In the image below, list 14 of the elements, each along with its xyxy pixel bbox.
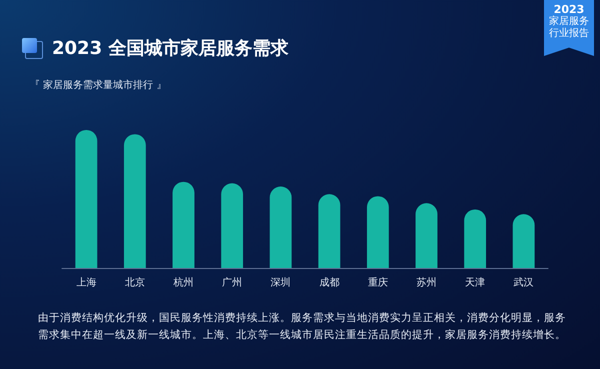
x-tick-label: 杭州 — [172, 276, 194, 288]
ribbon-icon: 2023 家居服务行业报告 — [544, 0, 594, 56]
x-tick-label: 北京 — [124, 276, 145, 288]
x-tick-label: 武汉 — [514, 276, 534, 288]
x-tick-label: 深圳 — [270, 276, 291, 288]
x-tick-label: 成都 — [319, 276, 340, 288]
chart-title: 2023 全国城市家居服务需求 — [52, 37, 288, 60]
text: 由于消费结构优化升级，国民服务性消费持续上涨。服务需求与当地消费实力呈正相关，消费分化明显，服务需求集中在超一线及新一线城市。上海、北京等一线城市居民注重生活品质的提升，家居服务消费持续增长。 — [38, 311, 567, 343]
chart-subtitle: 『 家居服务需求量城市排行 』 — [30, 78, 166, 92]
x-tick-label: 重庆 — [368, 276, 388, 288]
x-tick-label: 广州 — [222, 276, 242, 288]
x-tick-label: 上海 — [76, 276, 96, 288]
x-tick-label: 天津 — [465, 276, 486, 288]
x-tick-label: 苏州 — [416, 276, 436, 288]
